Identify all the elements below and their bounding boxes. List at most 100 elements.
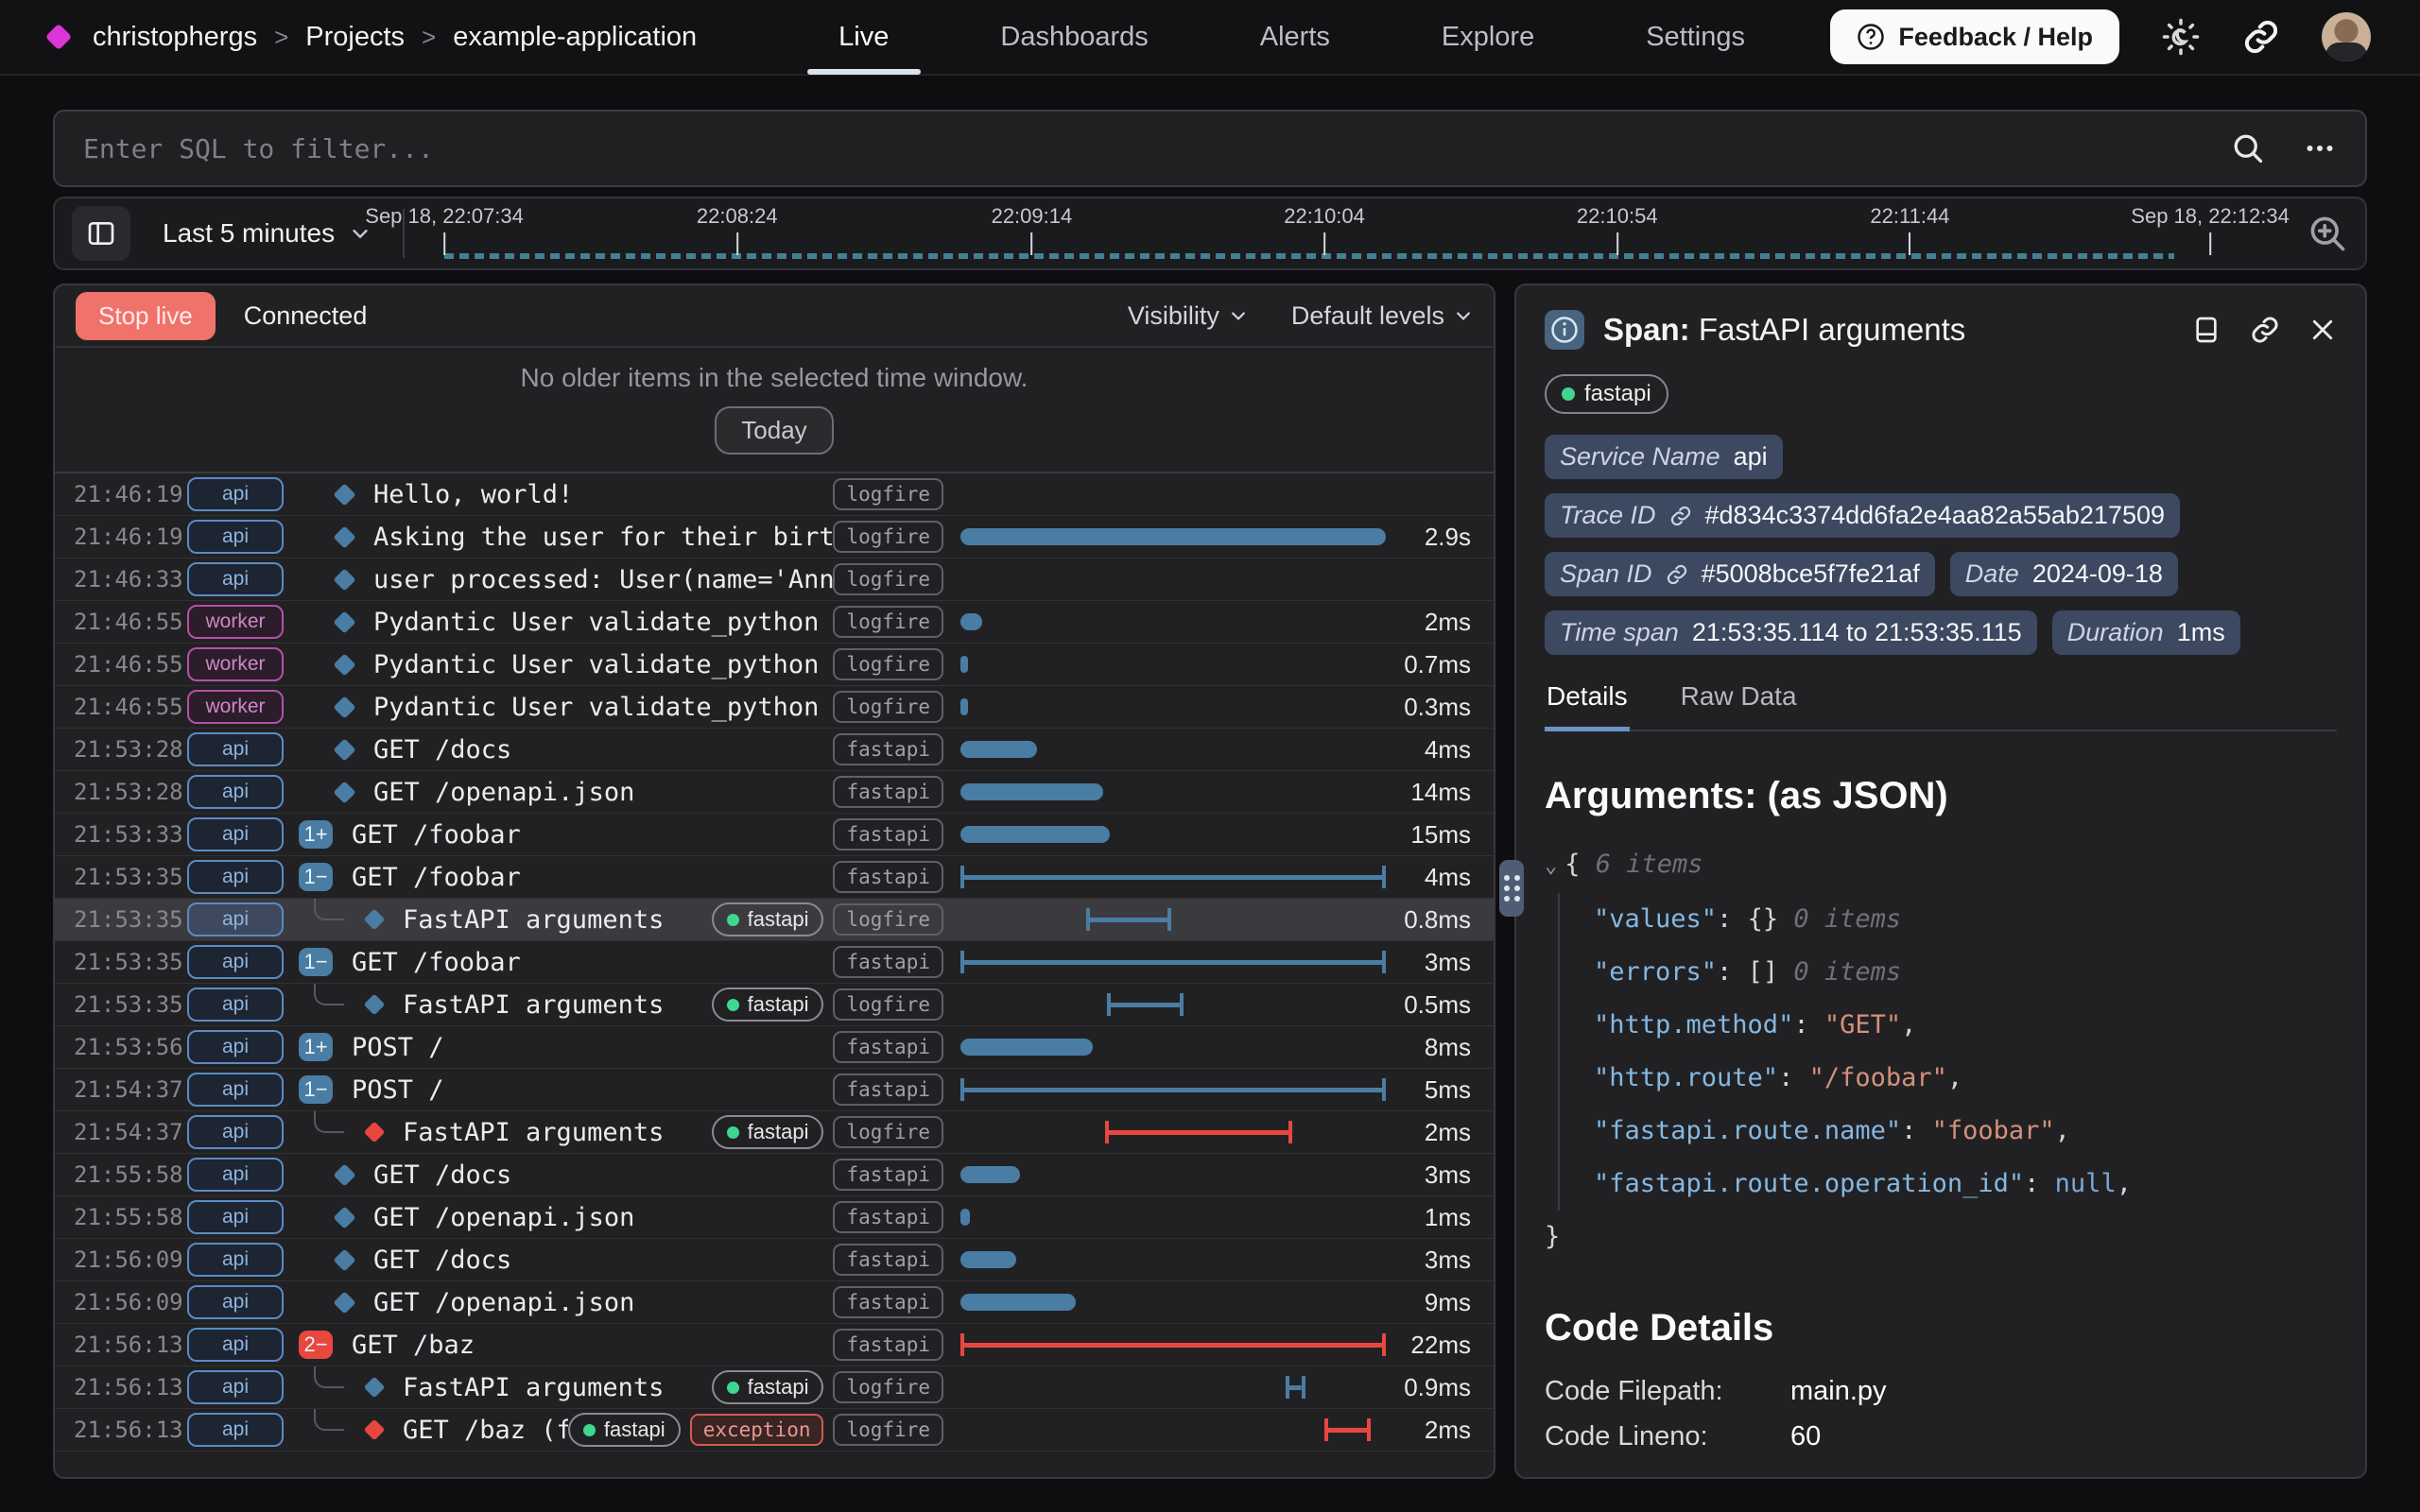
- service-badge-api[interactable]: api: [187, 1200, 284, 1234]
- today-button[interactable]: Today: [715, 406, 834, 455]
- service-badge-api[interactable]: api: [187, 1158, 284, 1192]
- service-badge-api[interactable]: api: [187, 520, 284, 554]
- older-items-notice: No older items in the selected time wind…: [55, 348, 1494, 473]
- zoom-in-button[interactable]: [2307, 213, 2348, 254]
- dock-panel-icon[interactable]: [2191, 315, 2221, 345]
- trace-row[interactable]: 21:56:13 api FastAPI arguments fastapi logfi…: [55, 1366, 1494, 1409]
- service-badge-api[interactable]: api: [187, 732, 284, 766]
- trace-row[interactable]: 21:55:58 api GET /docs fastapi 3ms: [55, 1154, 1494, 1196]
- row-timestamp: 21:54:37: [74, 1076, 183, 1103]
- service-badge-api[interactable]: api: [187, 945, 284, 979]
- trace-row[interactable]: 21:46:19 api Hello, world! logfire: [55, 473, 1494, 516]
- logfire-logo-icon[interactable]: [44, 23, 73, 51]
- trace-row[interactable]: 21:53:35 api 1− GET /foobar fastapi 4ms: [55, 856, 1494, 899]
- trace-row[interactable]: 21:53:33 api 1+ GET /foobar fastapi 15ms: [55, 814, 1494, 856]
- trace-row[interactable]: 21:46:19 api Asking the user for their bir…: [55, 516, 1494, 558]
- service-badge-api[interactable]: api: [187, 477, 284, 511]
- user-avatar[interactable]: [2322, 12, 2371, 61]
- visibility-dropdown[interactable]: Visibility: [1128, 301, 1248, 331]
- service-badge-api[interactable]: api: [187, 902, 284, 936]
- search-icon[interactable]: [2231, 131, 2265, 165]
- detail-chip-date[interactable]: Date 2024-09-18: [1949, 552, 2178, 596]
- tab-alerts[interactable]: Alerts: [1259, 21, 1330, 52]
- theme-toggle-button[interactable]: [2161, 17, 2201, 57]
- service-badge-api[interactable]: api: [187, 1073, 284, 1107]
- service-badge-worker[interactable]: worker: [187, 690, 284, 724]
- scope-pill-fastapi[interactable]: fastapi: [1545, 374, 1668, 414]
- child-count-chip[interactable]: 1−: [299, 948, 333, 976]
- default-levels-dropdown[interactable]: Default levels: [1291, 301, 1473, 331]
- link-icon: [1669, 505, 1692, 527]
- breadcrumb-section[interactable]: Projects: [305, 21, 406, 52]
- trace-row[interactable]: 21:53:35 api FastAPI arguments fastapi logfi…: [55, 983, 1494, 1026]
- service-badge-api[interactable]: api: [187, 1115, 284, 1149]
- trace-row[interactable]: 21:54:37 api 1− POST / fastapi 5ms: [55, 1069, 1494, 1111]
- trace-row[interactable]: 21:53:35 api FastAPI arguments fastapi logfi…: [55, 898, 1494, 941]
- row-message: GET /docs: [373, 1245, 512, 1275]
- detail-chip-service-name[interactable]: Service Name api: [1545, 435, 1783, 479]
- child-count-chip[interactable]: 1+: [299, 820, 333, 849]
- service-badge-api[interactable]: api: [187, 775, 284, 809]
- service-badge-api[interactable]: api: [187, 1328, 284, 1362]
- detail-chip-row: Time span 21:53:35.114 to 21:53:35.115 Dur…: [1545, 610, 2337, 655]
- child-count-chip[interactable]: 1−: [299, 863, 333, 891]
- tab-live[interactable]: Live: [838, 0, 889, 75]
- service-badge-api[interactable]: api: [187, 1285, 284, 1319]
- service-badge-worker[interactable]: worker: [187, 605, 284, 639]
- trace-row[interactable]: 21:54:37 api FastAPI arguments fastapi logfi…: [55, 1110, 1494, 1154]
- tab-settings[interactable]: Settings: [1646, 21, 1746, 52]
- detail-tab-details[interactable]: Details: [1545, 681, 1630, 731]
- sidebar-toggle-button[interactable]: [72, 206, 130, 261]
- tab-dashboards[interactable]: Dashboards: [1000, 21, 1149, 52]
- trace-row[interactable]: 21:53:56 api 1+ POST / fastapi 8ms: [55, 1026, 1494, 1069]
- time-range-select[interactable]: Last 5 minutes: [130, 218, 403, 249]
- detail-chip-time-span[interactable]: Time span 21:53:35.114 to 21:53:35.115: [1545, 610, 2037, 655]
- more-options-icon[interactable]: [2303, 131, 2337, 165]
- service-badge-cell: worker: [187, 690, 299, 724]
- trace-row[interactable]: 21:53:28 api GET /docs fastapi 4ms: [55, 729, 1494, 771]
- stop-live-button[interactable]: Stop live: [76, 291, 216, 340]
- link-icon[interactable]: [2250, 315, 2280, 345]
- service-badge-cell: api: [187, 1370, 299, 1404]
- trace-row[interactable]: 21:55:58 api GET /openapi.json fastapi 1ms: [55, 1196, 1494, 1239]
- child-count-chip[interactable]: 1+: [299, 1033, 333, 1061]
- detail-chip-trace-id[interactable]: Trace ID #d834c3374dd6fa2e4aa82a55ab21750…: [1545, 493, 2181, 538]
- trace-row[interactable]: 21:46:55 worker Pydantic User validate_pyt…: [55, 644, 1494, 686]
- trace-row[interactable]: 21:53:35 api 1− GET /foobar fastapi 3ms: [55, 941, 1494, 984]
- trace-row[interactable]: 21:46:55 worker Pydantic User validate_pyt…: [55, 601, 1494, 644]
- service-badge-api[interactable]: api: [187, 1413, 284, 1447]
- service-badge-api[interactable]: api: [187, 817, 284, 851]
- json-line: "fastapi.route.operation_id": null,: [1558, 1158, 2337, 1211]
- feedback-help-button[interactable]: Feedback / Help: [1830, 9, 2119, 64]
- child-count-chip[interactable]: 2−: [299, 1331, 333, 1359]
- trace-row[interactable]: 21:46:55 worker Pydantic User validate_pyt…: [55, 686, 1494, 729]
- detail-tab-raw-data[interactable]: Raw Data: [1680, 681, 1797, 711]
- trace-row[interactable]: 21:56:13 api 2− GET /baz fastapi 22ms: [55, 1324, 1494, 1366]
- code-detail-label: Code Lineno:: [1545, 1421, 1708, 1452]
- service-badge-api[interactable]: api: [187, 1370, 284, 1404]
- service-badge-api[interactable]: api: [187, 1243, 284, 1277]
- breadcrumb-org[interactable]: christophergs: [93, 21, 258, 52]
- service-badge-api[interactable]: api: [187, 562, 284, 596]
- detail-chip-span-id[interactable]: Span ID #5008bce5f7fe21af: [1545, 552, 1935, 596]
- trace-row[interactable]: 21:56:09 api GET /docs fastapi 3ms: [55, 1239, 1494, 1281]
- service-badge-worker[interactable]: worker: [187, 647, 284, 681]
- info-diamond-icon: [363, 908, 386, 931]
- sql-filter-input[interactable]: [83, 132, 2231, 164]
- service-badge-api[interactable]: api: [187, 1030, 284, 1064]
- row-timestamp: 21:46:55: [74, 651, 183, 678]
- breadcrumb-project[interactable]: example-application: [453, 21, 698, 52]
- trace-row[interactable]: 21:46:33 api user processed: User(name='An…: [55, 558, 1494, 601]
- service-badge-api[interactable]: api: [187, 860, 284, 894]
- service-badge-api[interactable]: api: [187, 988, 284, 1022]
- trace-row[interactable]: 21:56:09 api GET /openapi.json fastapi 9ms: [55, 1281, 1494, 1324]
- child-count-chip[interactable]: 1−: [299, 1075, 333, 1104]
- panel-resize-handle[interactable]: [1499, 860, 1524, 917]
- tab-explore[interactable]: Explore: [1441, 21, 1535, 52]
- share-link-button[interactable]: [2242, 18, 2280, 56]
- close-icon[interactable]: [2308, 316, 2337, 344]
- trace-row[interactable]: 21:53:28 api GET /openapi.json fastapi 14ms: [55, 771, 1494, 814]
- detail-chip-duration[interactable]: Duration 1ms: [2051, 610, 2240, 655]
- timeline-ticks[interactable]: Sep 18, 22:07:34 22:08:24 22:09:14 22:10:04…: [365, 197, 2293, 270]
